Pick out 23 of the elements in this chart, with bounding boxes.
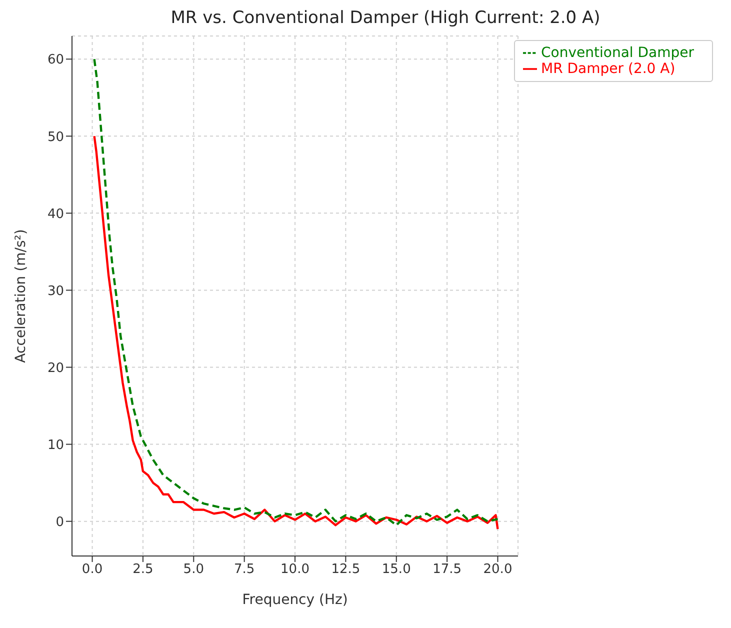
legend-label: MR Damper (2.0 A) [541,61,676,77]
x-tick-label: 7.5 [234,562,255,578]
y-tick-label: 0 [56,514,64,530]
y-tick-label: 60 [47,52,64,68]
y-tick-label: 30 [47,284,64,299]
x-tick-label: 20.0 [483,562,512,578]
x-tick-label: 2.5 [132,562,154,578]
x-tick-label: 15.0 [382,562,411,578]
y-tick-label: 50 [47,130,64,145]
y-tick-label: 10 [47,438,64,453]
y-tick-label: 20 [47,360,64,376]
y-axis-title: Acceleration (m/s²) [12,229,29,363]
chart-title: MR vs. Conventional Damper (High Current: 2.0 A) [170,8,602,28]
line-series [93,135,499,530]
x-tick-label: 12.5 [331,562,360,578]
x-tick-label: 5.0 [183,562,204,578]
y-tick-label: 40 [47,206,64,222]
x-axis-title: Frequency (Hz) [242,592,348,608]
legend-label: Conventional Damper [541,45,694,61]
x-tick-label: 17.5 [432,562,462,578]
line-series [93,58,499,526]
x-tick-label: 0.0 [82,562,103,578]
x-tick-label: 10.0 [280,562,310,578]
